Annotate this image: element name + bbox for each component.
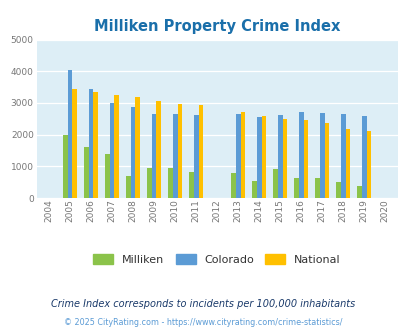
Bar [282, 119, 286, 198]
Bar [256, 117, 261, 198]
Bar [177, 104, 182, 198]
Bar [303, 120, 307, 198]
Bar [194, 115, 198, 198]
Bar [84, 147, 89, 198]
Bar [168, 168, 173, 198]
Bar [89, 89, 93, 198]
Bar [151, 115, 156, 198]
Bar [198, 105, 202, 198]
Bar [147, 168, 151, 198]
Bar [240, 113, 245, 198]
Title: Milliken Property Crime Index: Milliken Property Crime Index [94, 19, 339, 34]
Bar [126, 176, 130, 198]
Bar [110, 103, 114, 198]
Bar [324, 123, 328, 198]
Bar [173, 114, 177, 198]
Bar [189, 172, 194, 198]
Bar [273, 170, 277, 198]
Bar [356, 186, 361, 198]
Bar [105, 154, 110, 198]
Bar [135, 97, 140, 198]
Bar [114, 95, 119, 198]
Bar [68, 70, 72, 198]
Bar [63, 135, 68, 198]
Bar [319, 113, 324, 198]
Bar [345, 129, 350, 198]
Bar [277, 115, 282, 198]
Bar [340, 114, 345, 198]
Bar [72, 89, 77, 198]
Bar [335, 182, 340, 198]
Bar [361, 116, 366, 198]
Text: Crime Index corresponds to incidents per 100,000 inhabitants: Crime Index corresponds to incidents per… [51, 299, 354, 309]
Bar [231, 173, 235, 198]
Bar [93, 92, 98, 198]
Bar [235, 114, 240, 198]
Bar [156, 101, 161, 198]
Bar [130, 107, 135, 198]
Bar [366, 131, 370, 198]
Bar [261, 115, 266, 198]
Legend: Milliken, Colorado, National: Milliken, Colorado, National [93, 254, 340, 265]
Bar [298, 112, 303, 198]
Bar [315, 178, 319, 198]
Bar [252, 181, 256, 198]
Text: © 2025 CityRating.com - https://www.cityrating.com/crime-statistics/: © 2025 CityRating.com - https://www.city… [64, 318, 341, 327]
Bar [294, 178, 298, 198]
